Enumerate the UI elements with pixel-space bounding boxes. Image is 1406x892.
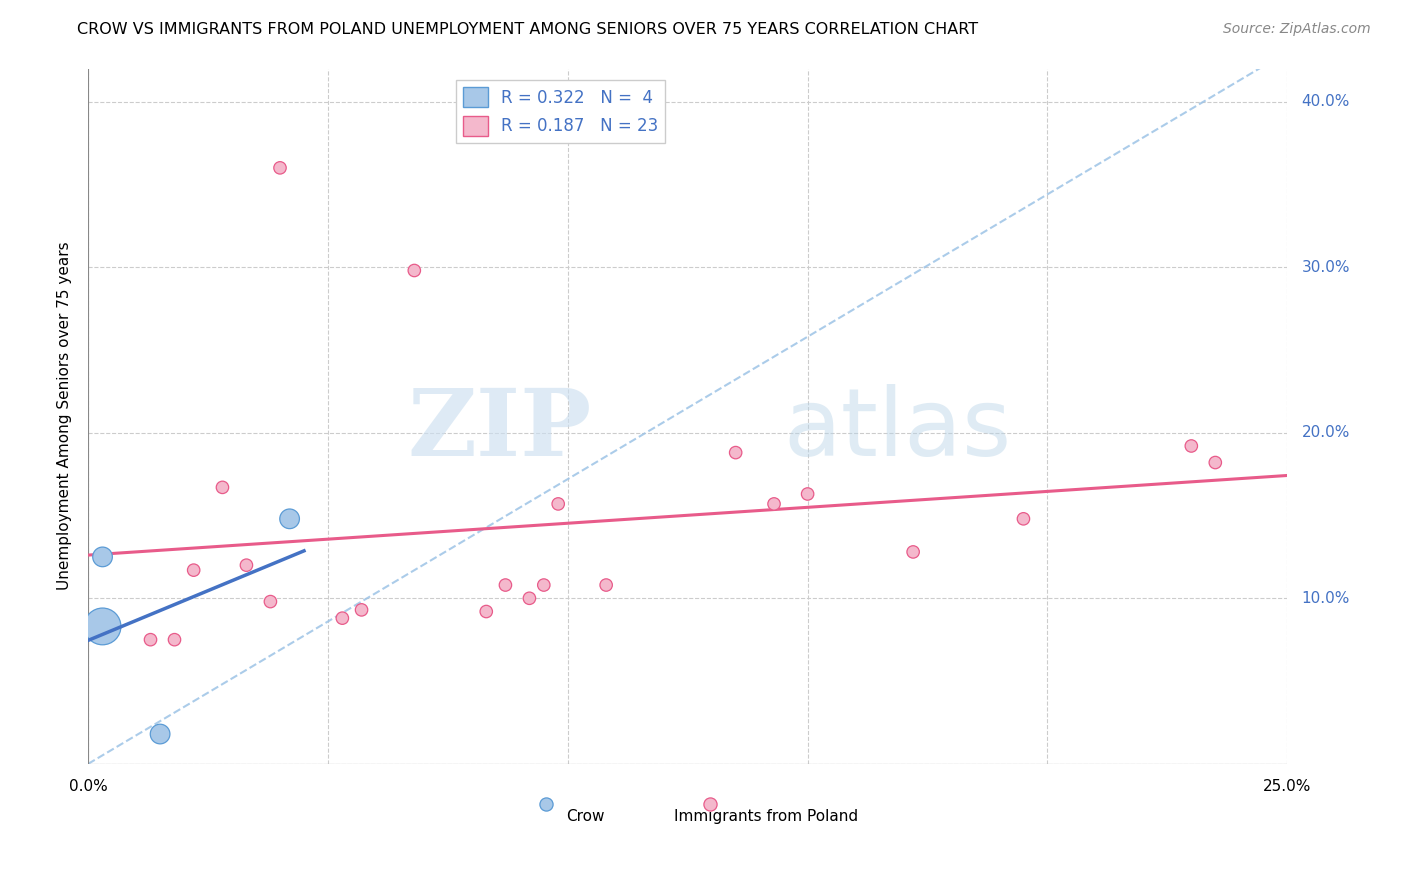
Point [404, 263, 426, 277]
Text: Immigrants from Poland: Immigrants from Poland [673, 809, 858, 824]
Point [91, 549, 114, 564]
Point [330, 611, 353, 625]
Point [595, 578, 617, 592]
Point [533, 578, 555, 592]
Text: atlas: atlas [783, 384, 1012, 476]
Legend: R = 0.322   N =  4, R = 0.187   N = 23: R = 0.322 N = 4, R = 0.187 N = 23 [456, 80, 665, 143]
Point [278, 512, 301, 526]
Point [350, 603, 373, 617]
Point [163, 632, 186, 647]
Text: 25.0%: 25.0% [1263, 779, 1312, 794]
Point [91, 619, 114, 633]
Text: 20.0%: 20.0% [1302, 425, 1350, 441]
Point [475, 605, 498, 619]
Point [796, 487, 818, 501]
Y-axis label: Unemployment Among Seniors over 75 years: Unemployment Among Seniors over 75 years [58, 242, 72, 591]
Text: Crow: Crow [567, 809, 605, 824]
Text: 0.0%: 0.0% [69, 779, 107, 794]
Point [547, 497, 569, 511]
Point [235, 558, 257, 573]
Point [139, 632, 162, 647]
Point [183, 563, 205, 577]
Point [1012, 512, 1035, 526]
Point [494, 578, 516, 592]
Point [724, 445, 747, 459]
Text: 40.0%: 40.0% [1302, 95, 1350, 109]
Point [269, 161, 291, 175]
Point [901, 545, 924, 559]
Text: CROW VS IMMIGRANTS FROM POLAND UNEMPLOYMENT AMONG SENIORS OVER 75 YEARS CORRELAT: CROW VS IMMIGRANTS FROM POLAND UNEMPLOYM… [77, 22, 979, 37]
Point [149, 727, 172, 741]
Point [763, 497, 786, 511]
Point [1204, 456, 1226, 470]
Point [211, 480, 233, 494]
Point [519, 591, 541, 606]
Text: Source: ZipAtlas.com: Source: ZipAtlas.com [1223, 22, 1371, 37]
Point [1180, 439, 1202, 453]
Text: ZIP: ZIP [408, 385, 592, 475]
Point [259, 594, 281, 608]
Text: 10.0%: 10.0% [1302, 591, 1350, 606]
Text: 30.0%: 30.0% [1302, 260, 1350, 275]
